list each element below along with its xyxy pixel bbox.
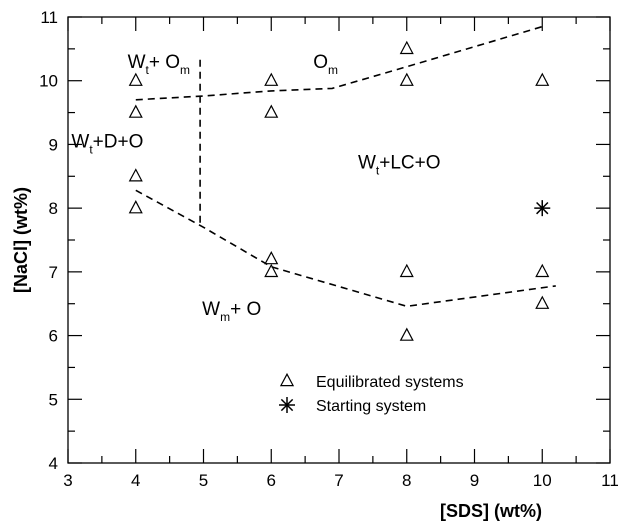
x-tick-label: 3 (63, 471, 72, 490)
y-tick-label: 11 (40, 8, 58, 27)
equilibrated-point (128, 104, 143, 118)
equilibrated-point (128, 72, 143, 86)
legend-asterisk-icon (279, 397, 295, 413)
region-label: Om (313, 52, 338, 77)
equilibrated-point (399, 327, 414, 341)
region-label: Wt+D+O (71, 132, 143, 157)
y-tick-label: 5 (49, 390, 58, 409)
y-tick-label: 6 (49, 327, 58, 346)
equilibrated-point (264, 251, 279, 265)
x-tick-label: 8 (402, 471, 411, 490)
x-tick-label: 9 (470, 471, 479, 490)
plot-border (67, 16, 611, 464)
equilibrated-point (535, 295, 550, 309)
y-tick-label: 8 (49, 199, 58, 218)
equilibrated-point (535, 72, 550, 86)
phase-boundaries (135, 25, 556, 308)
boundary-upper (135, 25, 543, 101)
x-tick-label: 6 (267, 471, 276, 490)
region-label: Wt+LC+O (358, 153, 441, 178)
region-labels: Wt+ Om Om Wt+D+O Wt+LC+O Wm+ O (71, 52, 440, 324)
equilibrated-point (264, 104, 279, 118)
x-axis-title: [SDS] (wt%) (440, 501, 542, 521)
x-tick-label: 4 (131, 471, 140, 490)
equilibrated-point (399, 40, 414, 55)
legend-triangle-icon (279, 372, 295, 387)
legend-entry-label: Starting system (316, 398, 426, 415)
y-tick-label: 7 (49, 263, 58, 282)
equilibrated-point (535, 263, 550, 278)
boundary-lower (135, 189, 556, 308)
legend: Equilibrated systems Starting system (279, 372, 464, 415)
legend-entry-label: Equilibrated systems (316, 374, 464, 391)
y-tick-label: 9 (49, 135, 58, 154)
x-tick-label: 7 (334, 471, 343, 490)
x-tick-label: 11 (601, 471, 618, 490)
axis-ticks (67, 16, 611, 464)
equilibrated-point (128, 168, 143, 182)
x-tick-label: 10 (533, 471, 552, 490)
equilibrated-point (264, 72, 279, 86)
x-tick-label: 5 (199, 471, 208, 490)
plot-frame (67, 16, 611, 464)
region-label: Wm+ O (202, 299, 261, 324)
equilibrated-point (399, 72, 414, 86)
equilibrated-point (264, 263, 279, 278)
region-label: Wt+ Om (128, 52, 190, 77)
equilibrated-point (128, 200, 143, 214)
y-tick-label: 10 (39, 72, 58, 91)
data-points (128, 40, 551, 341)
y-tick-label: 4 (49, 454, 58, 473)
equilibrated-point (399, 263, 414, 278)
y-axis-title: [NaCl] (wt%) (11, 187, 31, 293)
starting-point (534, 200, 551, 217)
